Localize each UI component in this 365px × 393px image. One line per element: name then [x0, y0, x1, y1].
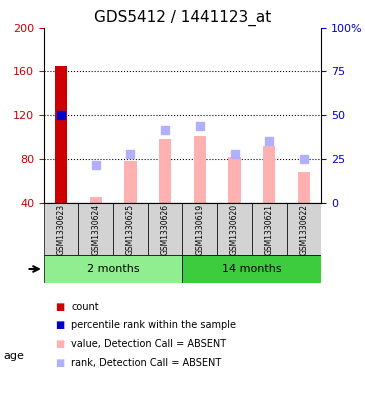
FancyBboxPatch shape	[113, 203, 148, 255]
Title: GDS5412 / 1441123_at: GDS5412 / 1441123_at	[94, 10, 271, 26]
FancyBboxPatch shape	[44, 203, 78, 255]
Text: age: age	[4, 351, 24, 361]
Text: ■: ■	[55, 339, 64, 349]
Bar	[124, 162, 137, 203]
Bar	[55, 66, 67, 203]
Bar	[298, 173, 310, 203]
Text: ■: ■	[55, 301, 64, 312]
Text: ■: ■	[55, 320, 64, 331]
Text: GSM1330626: GSM1330626	[161, 204, 170, 255]
Text: GSM1330622: GSM1330622	[299, 204, 308, 255]
Text: GSM1330619: GSM1330619	[195, 204, 204, 255]
Text: 2 months: 2 months	[87, 264, 139, 274]
Text: GSM1330624: GSM1330624	[91, 204, 100, 255]
Text: value, Detection Call = ABSENT: value, Detection Call = ABSENT	[71, 339, 226, 349]
Text: GSM1330620: GSM1330620	[230, 204, 239, 255]
Text: rank, Detection Call = ABSENT: rank, Detection Call = ABSENT	[71, 358, 222, 368]
FancyBboxPatch shape	[148, 203, 182, 255]
Text: GSM1330621: GSM1330621	[265, 204, 274, 255]
Text: GSM1330625: GSM1330625	[126, 204, 135, 255]
Text: ■: ■	[55, 358, 64, 368]
FancyBboxPatch shape	[217, 203, 252, 255]
Bar	[159, 140, 171, 203]
Bar	[90, 196, 102, 203]
FancyBboxPatch shape	[78, 203, 113, 255]
FancyBboxPatch shape	[252, 203, 287, 255]
Text: GSM1330623: GSM1330623	[57, 204, 66, 255]
FancyBboxPatch shape	[287, 203, 321, 255]
Bar	[263, 146, 275, 203]
Bar	[194, 136, 206, 203]
Text: count: count	[71, 301, 99, 312]
Text: percentile rank within the sample: percentile rank within the sample	[71, 320, 236, 331]
Text: 14 months: 14 months	[222, 264, 282, 274]
FancyBboxPatch shape	[44, 255, 182, 283]
FancyBboxPatch shape	[182, 203, 217, 255]
Bar	[228, 157, 241, 203]
FancyBboxPatch shape	[182, 255, 321, 283]
